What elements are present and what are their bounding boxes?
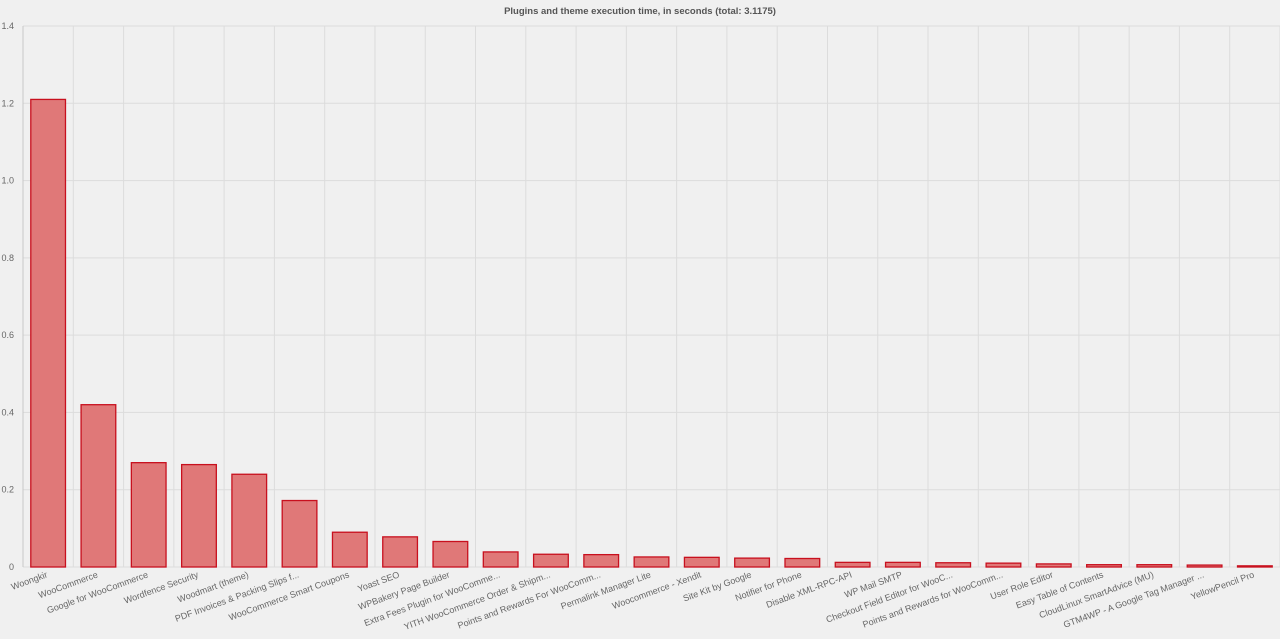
y-tick-label: 1.0 <box>1 176 14 186</box>
x-tick-label: Disable XML-RPC-API <box>765 569 853 609</box>
x-tick-label: Woocommerce - Xendit <box>611 569 703 611</box>
bar[interactable] <box>130 462 167 568</box>
bar[interactable] <box>30 98 67 568</box>
bar[interactable] <box>633 556 670 568</box>
bar[interactable] <box>784 557 821 568</box>
bar[interactable] <box>683 556 720 568</box>
bar[interactable] <box>482 551 519 568</box>
bar[interactable] <box>834 561 871 568</box>
bar[interactable] <box>80 404 117 568</box>
y-tick-label: 0.8 <box>1 253 14 263</box>
bar[interactable] <box>281 499 318 568</box>
bar[interactable] <box>231 473 268 568</box>
y-tick-label: 0.6 <box>1 330 14 340</box>
bar[interactable] <box>583 553 620 568</box>
bar[interactable] <box>734 557 771 568</box>
y-tick-label: 1.2 <box>1 98 14 108</box>
grid <box>22 25 1280 568</box>
bar[interactable] <box>935 562 972 568</box>
bar[interactable] <box>1035 563 1072 568</box>
bar[interactable] <box>180 463 217 568</box>
bar[interactable] <box>1086 564 1123 568</box>
chart-title: Plugins and theme execution time, in sec… <box>504 6 776 17</box>
bar[interactable] <box>1186 564 1223 568</box>
y-tick-label: 0.4 <box>1 407 14 417</box>
y-tick-label: 0.2 <box>1 485 14 495</box>
bars <box>30 98 1273 568</box>
bar[interactable] <box>331 531 368 568</box>
bar[interactable] <box>532 553 569 568</box>
x-tick-label: Permalink Manager Lite <box>559 569 652 611</box>
y-tick-label: 1.4 <box>1 21 14 31</box>
bar[interactable] <box>432 540 469 568</box>
bar[interactable] <box>884 561 921 568</box>
bar[interactable] <box>382 536 419 568</box>
bar[interactable] <box>1236 565 1273 568</box>
bar[interactable] <box>985 562 1022 568</box>
y-tick-label: 0 <box>9 562 14 572</box>
bar[interactable] <box>1136 564 1173 568</box>
y-axis-ticks: 0 0.2 0.4 0.6 0.8 1.0 1.2 1.4 <box>1 21 14 572</box>
